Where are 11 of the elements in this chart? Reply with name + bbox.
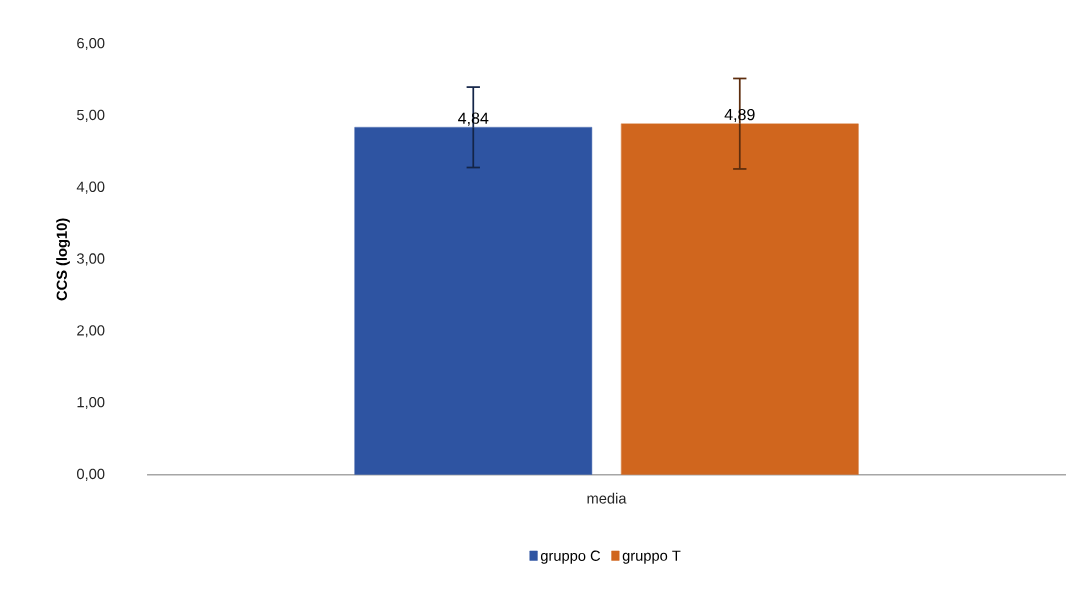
x-tick-label: media	[587, 492, 627, 504]
y-tick-label: 6,00	[77, 38, 105, 51]
legend-label: gruppo T	[622, 550, 681, 564]
y-tick-label: 0,00	[77, 468, 105, 481]
y-axis-title: CCS (log10)	[56, 218, 70, 301]
y-tick-label: 5,00	[77, 109, 105, 122]
y-tick-label: 2,00	[77, 325, 105, 338]
y-tick-label: 4,00	[76, 181, 105, 194]
legend-label: gruppo C	[540, 550, 601, 564]
y-tick-label: 3,00	[77, 253, 105, 266]
y-tick-label: 1,00	[77, 397, 105, 410]
